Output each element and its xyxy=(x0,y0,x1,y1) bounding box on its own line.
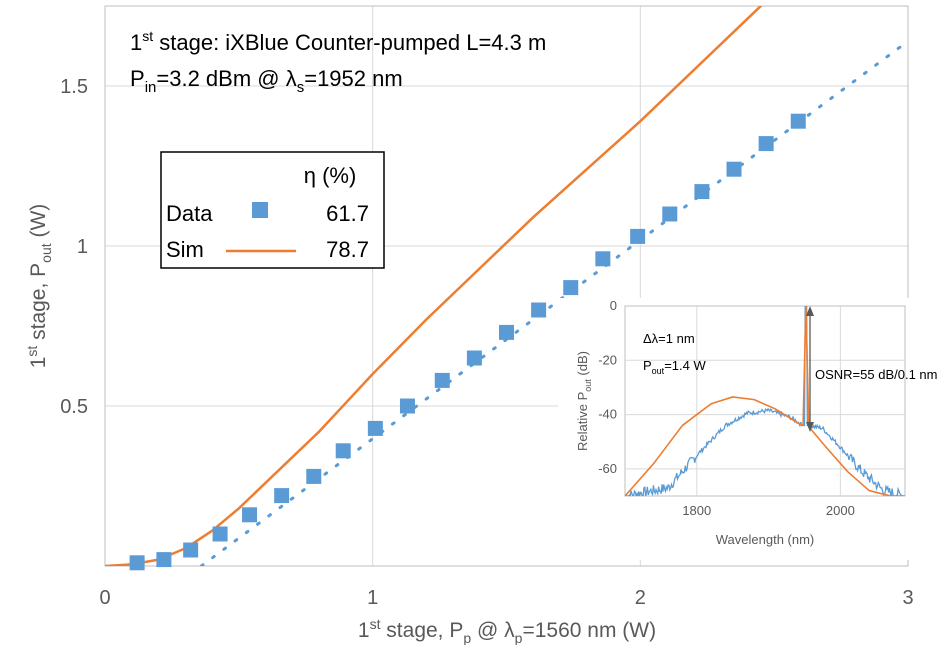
legend-box xyxy=(160,151,385,269)
inset-y-tick-label: -60 xyxy=(598,461,617,476)
inset-tick-labels: 1800 2000 0 -20 -40 -60 xyxy=(598,298,855,518)
data-point xyxy=(499,324,514,340)
data-point xyxy=(466,350,482,366)
inset-sim-line xyxy=(625,306,905,496)
y-tick-label: 1 xyxy=(77,236,88,258)
legend: η (%) Data 61.7 Sim 78.7 xyxy=(160,151,385,269)
inset-annotation-osnr: OSNR=55 dB/0.1 nm xyxy=(815,367,937,382)
annotation-line-2: Pin=3.2 dBm @ λs=1952 nm xyxy=(130,66,403,96)
legend-header: η (%) xyxy=(304,163,357,188)
data-point xyxy=(306,468,322,484)
data-point xyxy=(630,228,646,244)
data-point xyxy=(726,161,742,177)
data-point xyxy=(242,507,258,523)
legend-label-data: Data xyxy=(166,201,213,226)
inset-y-tick-label: -40 xyxy=(598,407,617,422)
inset-y-axis-title: Relative Pout (dB) xyxy=(575,351,593,451)
x-axis-title: 1st stage, Pp @ λp=1560 nm (W) xyxy=(358,616,656,645)
y-tick-label: 1.5 xyxy=(60,76,88,98)
inset-y-tick-label: -20 xyxy=(598,352,617,367)
x-tick-label: 0 xyxy=(99,587,110,609)
annotation-line-1: 1st stage: iXBlue Counter-pumped L=4.3 m xyxy=(130,28,546,55)
data-point xyxy=(212,526,228,542)
data-point xyxy=(399,398,415,414)
legend-eta-data: 61.7 xyxy=(326,201,369,226)
main-series-group xyxy=(105,6,908,571)
data-point xyxy=(694,184,710,200)
inset-plot-frame xyxy=(624,305,906,497)
legend-eta-sim: 78.7 xyxy=(326,237,369,262)
data-point xyxy=(274,488,290,504)
main-tick-labels: 0 1 2 3 0.5 1 1.5 xyxy=(60,76,913,609)
inset-x-tick-label: 2000 xyxy=(826,503,855,518)
data-point xyxy=(595,251,611,267)
data-point xyxy=(662,206,678,222)
data-point xyxy=(758,136,774,152)
data-point xyxy=(129,555,145,571)
inset-chart: 1800 2000 0 -20 -40 -60 Δλ=1 nm Pout=1.4 W OS… xyxy=(558,298,937,560)
legend-label-sim: Sim xyxy=(166,237,204,262)
data-point xyxy=(183,542,199,558)
data-point xyxy=(531,302,547,318)
inset-annotation-linewidth: Δλ=1 nm xyxy=(643,331,695,346)
data-point xyxy=(156,552,172,568)
legend-marker-data xyxy=(252,202,268,218)
x-tick-label: 2 xyxy=(635,587,646,609)
inset-x-tick-label: 1800 xyxy=(682,503,711,518)
y-tick-label: 0.5 xyxy=(60,396,88,418)
data-point xyxy=(790,113,806,129)
main-plot-frame xyxy=(104,5,909,567)
y-axis-title: 1st stage, Pout (W) xyxy=(24,204,54,369)
inset-annotation-pout: Pout=1.4 W xyxy=(643,358,706,376)
inset-y-tick-label: 0 xyxy=(610,298,617,313)
data-point xyxy=(434,372,450,388)
data-point xyxy=(335,443,351,459)
data-point xyxy=(563,280,579,296)
inset-measured-line xyxy=(625,306,905,496)
x-tick-label: 3 xyxy=(902,587,913,609)
data-point xyxy=(367,420,383,436)
x-tick-label: 1 xyxy=(367,587,378,609)
inset-x-axis-title: Wavelength (nm) xyxy=(716,532,815,547)
osnr-arrow xyxy=(806,306,814,432)
inset-series-group xyxy=(625,306,905,496)
